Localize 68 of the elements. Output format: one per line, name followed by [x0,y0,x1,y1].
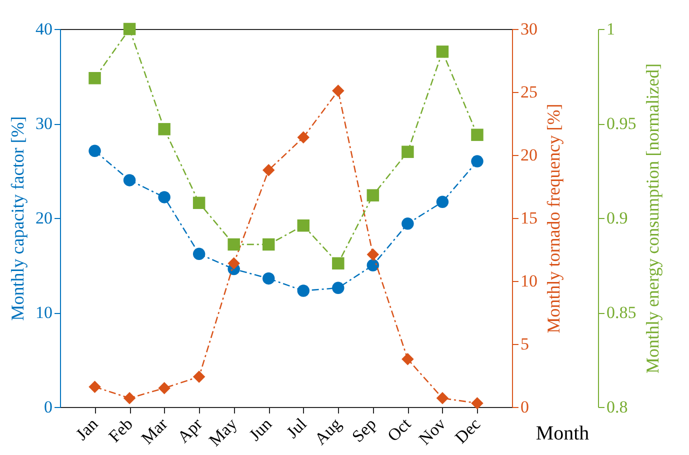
point [228,257,240,270]
point [297,284,310,297]
x-tick-label: Sep [348,414,380,446]
point [262,238,275,251]
point [297,131,310,144]
point [158,123,170,136]
y-axis-title: Monthly capacity factor [%] [8,116,28,321]
y3-tick-label: 0.9 [606,208,628,228]
point [436,46,449,58]
x-tick-label: Jul [282,414,310,442]
y-tick-label: 30 [36,114,52,133]
y-tick-label: 10 [36,303,52,322]
y2-tick-label: 10 [520,272,538,290]
x-tick-label: Feb [104,414,136,446]
point [436,196,449,208]
point [123,22,136,36]
y2-tick-label: 25 [520,82,538,102]
point [123,392,136,404]
y-tick-label: 0 [44,398,52,416]
point [158,191,170,204]
y3-tick-label: 0.95 [606,114,636,133]
y-tick-label: 40 [36,20,52,38]
point [332,257,344,270]
x-axis-title: Month [536,422,590,444]
y3-axis-title: Monthly energy consumption [normalized] [642,63,662,374]
point [192,370,206,383]
point [471,128,484,141]
y2-tick-label: 30 [520,20,538,38]
point [123,174,136,186]
y2-tick-label: 0 [520,398,529,416]
point [471,155,484,168]
point [366,189,380,202]
point [366,248,380,261]
point [228,238,240,251]
y3-tick-label: 0.8 [606,398,628,416]
y2-axis-title: Monthly tornado frequency [%] [544,104,564,334]
y2-tick-label: 20 [520,146,538,164]
point [192,248,206,260]
point [332,282,344,294]
x-tick-label: Aug [310,414,346,449]
point [402,352,414,366]
x-tick-label: May [205,414,242,450]
point [88,72,101,84]
y-tick-label: 20 [36,208,52,228]
y2-tick-label: 5 [520,334,529,354]
x-tick-label: Dec [451,414,484,448]
y3-tick-label: 1 [606,20,615,38]
point [192,196,206,210]
point [262,272,275,285]
point [88,144,101,158]
point [436,392,449,404]
point [262,164,275,176]
x-tick-label: Jun [245,414,276,445]
point [332,84,344,97]
x-tick-label: Apr [174,414,206,447]
point [402,218,414,230]
point [88,380,101,393]
x-tick-label: Oct [384,414,415,446]
point [366,259,380,272]
point [297,219,310,232]
x-tick-label: Nov [415,414,450,449]
x-tick-label: Mar [138,414,172,448]
y2-tick-label: 15 [520,208,538,228]
x-tick-label: Jan [72,414,102,444]
y3-tick-label: 0.85 [606,303,636,322]
point [158,382,170,394]
point [402,146,414,158]
point [471,397,484,410]
